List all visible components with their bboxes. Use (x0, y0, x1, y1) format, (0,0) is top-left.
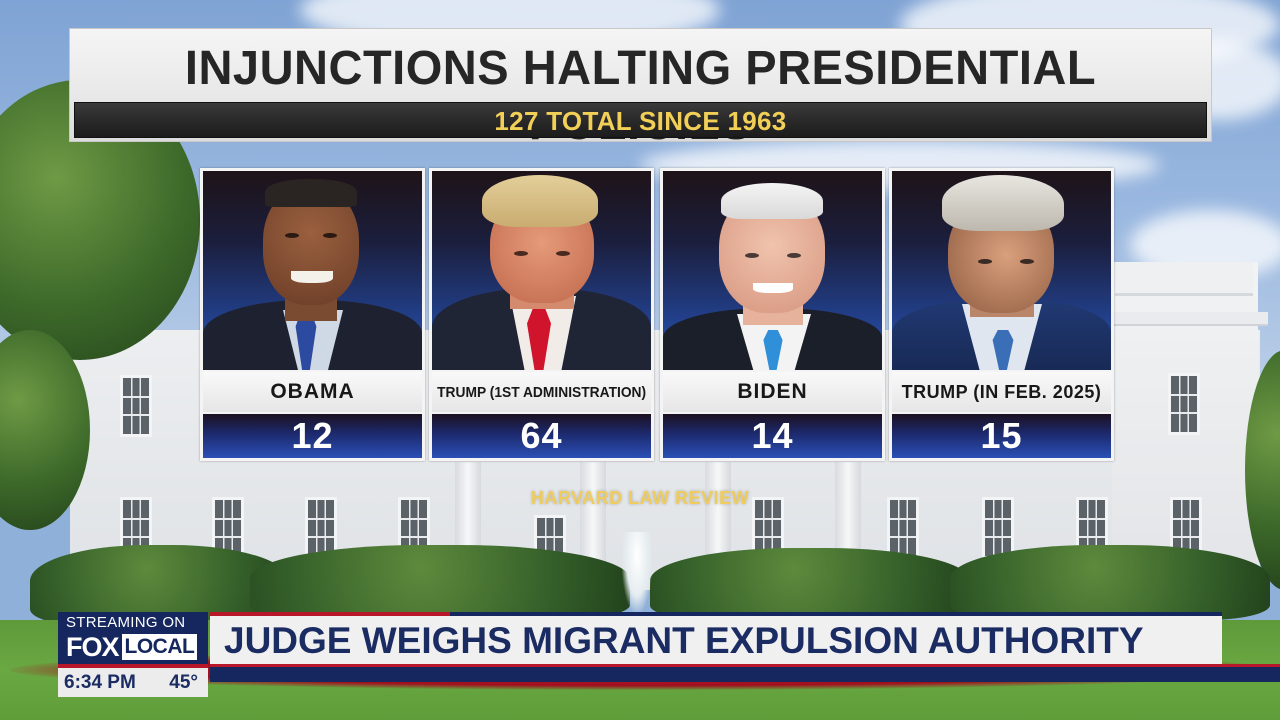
streaming-on-label: STREAMING ON (66, 614, 186, 631)
eye-shape (745, 253, 759, 258)
president-name: TRUMP (IN FEB. 2025) (901, 381, 1102, 402)
source-credit: HARVARD LAW REVIEW (530, 488, 750, 508)
name-band: OBAMA (203, 372, 422, 412)
tie-shape (295, 312, 317, 370)
cornice (1112, 312, 1268, 326)
name-band: TRUMP (IN FEB. 2025) (892, 372, 1111, 412)
injunction-count: 64 (520, 415, 563, 456)
smile-shape (753, 283, 793, 293)
injunction-count: 12 (291, 415, 334, 456)
accent-line-red (210, 612, 450, 616)
count-band: 15 (892, 414, 1111, 458)
fox-local-logo: STREAMING ON FOX LOCAL (58, 612, 208, 668)
president-card-biden: BIDEN 14 (660, 168, 885, 461)
clock-time: 6:34 PM (64, 671, 136, 693)
hair-shape (482, 175, 598, 227)
president-card-trump-2025: TRUMP (IN FEB. 2025) 15 (889, 168, 1114, 461)
president-name: OBAMA (270, 380, 355, 403)
accent-line-red (210, 664, 1280, 667)
portrait-obama (203, 171, 422, 370)
tie-shape (763, 330, 783, 370)
ticker-bar (210, 667, 1280, 682)
count-band: 14 (663, 414, 882, 458)
president-card-obama: OBAMA 12 (200, 168, 425, 461)
portrait-biden (663, 171, 882, 370)
president-name: TRUMP (1ST ADMINISTRATION) (436, 383, 647, 401)
window (305, 497, 337, 559)
eye-shape (556, 251, 570, 256)
portrait-trump-first (432, 171, 651, 370)
count-band: 64 (432, 414, 651, 458)
time-weather-box: 6:34 PM 45° (58, 668, 208, 697)
eye-shape (978, 259, 992, 264)
news-headline-bar: JUDGE WEIGHS MIGRANT EXPULSION AUTHORITY (210, 612, 1222, 668)
eye-shape (514, 251, 528, 256)
graphic-header: INJUNCTIONS HALTING PRESIDENTIAL POLICIE… (69, 28, 1212, 150)
local-wordmark: LOCAL (121, 634, 198, 660)
eye-shape (1020, 259, 1034, 264)
news-headline: JUDGE WEIGHS MIGRANT EXPULSION AUTHORITY (224, 620, 1144, 661)
hair-shape (942, 175, 1064, 231)
hedge (950, 545, 1270, 620)
tie-shape (992, 330, 1014, 370)
injunction-count: 14 (751, 415, 794, 456)
eye-shape (323, 233, 337, 238)
balustrade (1115, 262, 1253, 296)
hedge (30, 545, 290, 625)
hedge (250, 545, 630, 620)
subtitle-bar: 127 TOTAL SINCE 1963 (74, 102, 1207, 138)
president-card-trump-first: TRUMP (1ST ADMINISTRATION) 64 (429, 168, 654, 461)
count-band: 12 (203, 414, 422, 458)
fox-wordmark: FOX (66, 632, 120, 662)
fox-local-wordmark: FOX LOCAL (66, 632, 200, 662)
temperature: 45° (169, 671, 198, 693)
hair-shape (721, 183, 823, 219)
eye-shape (285, 233, 299, 238)
smile-shape (291, 271, 333, 283)
hedge (650, 548, 970, 620)
window (120, 375, 152, 437)
window (1168, 373, 1200, 435)
hair-shape (265, 179, 357, 207)
name-band: TRUMP (1ST ADMINISTRATION) (432, 372, 651, 412)
eye-shape (787, 253, 801, 258)
graphic-subtitle: 127 TOTAL SINCE 1963 (494, 106, 787, 136)
president-name: BIDEN (737, 380, 808, 403)
name-band: BIDEN (663, 372, 882, 412)
portrait-trump-2025 (892, 171, 1111, 370)
fountain (622, 532, 652, 612)
injunction-count: 15 (980, 415, 1023, 456)
